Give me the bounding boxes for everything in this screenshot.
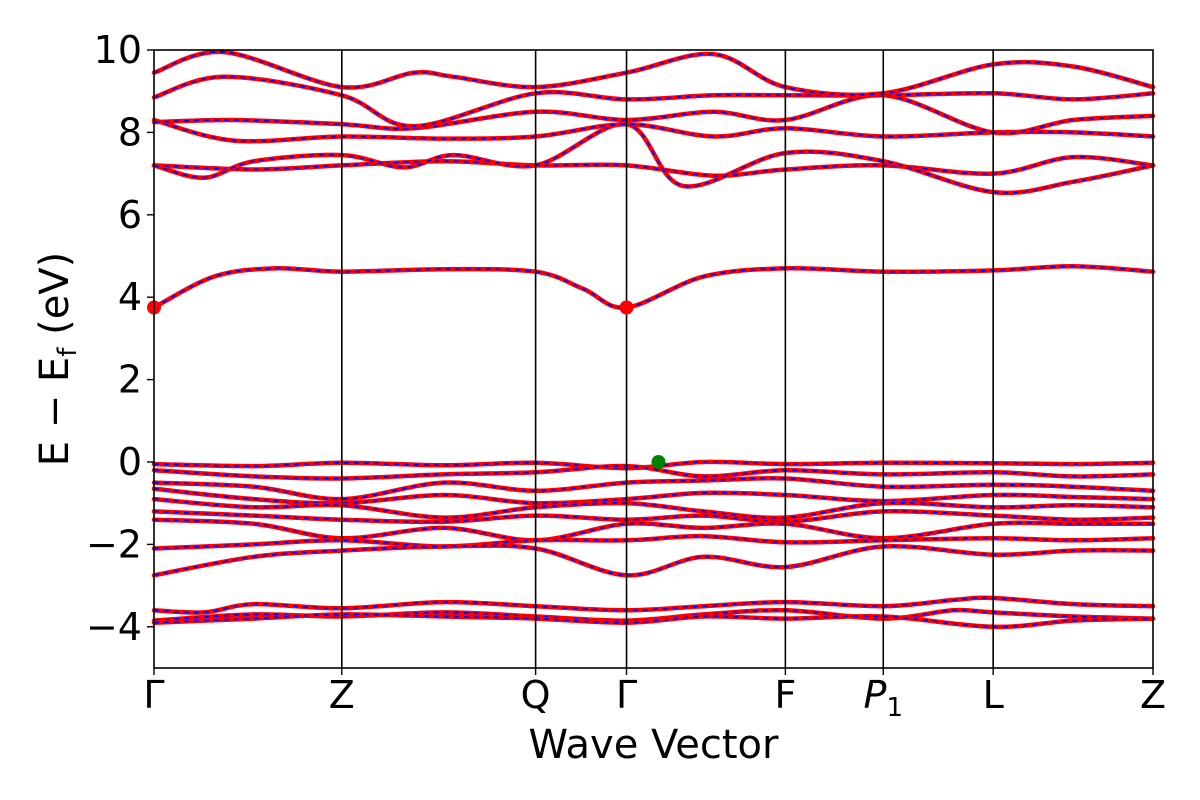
x-tick-label-2: Q — [521, 673, 551, 717]
x-tick-label-7: Z — [1140, 673, 1166, 717]
y-tick-label-2: 0 — [118, 440, 142, 484]
y-tick-label-5: 6 — [118, 193, 142, 237]
plot-frame — [153, 49, 1154, 669]
y-tick-label-1: −2 — [86, 522, 142, 566]
band-line-overlay-0 — [153, 265, 1154, 309]
x-tick-label-1: Z — [329, 673, 355, 717]
y-axis-title-subscript: f — [53, 347, 83, 357]
y-axis-ticks: −4 −2 0 2 4 6 8 10 — [86, 28, 154, 649]
extremum-marker-1 — [619, 300, 634, 315]
band-line-overlay-3 — [153, 119, 1154, 143]
band-line-overlay-16 — [153, 596, 1154, 614]
extremum-marker-2 — [651, 455, 666, 469]
band-line-overlay-5 — [153, 75, 1154, 128]
y-tick-label-6: 8 — [118, 110, 142, 154]
band-line-overlay-13 — [153, 518, 1153, 542]
x-tick-label-6: L — [983, 673, 1004, 717]
y-tick-label-7: 10 — [94, 28, 142, 72]
y-tick-label-0: −4 — [86, 605, 142, 649]
y-axis-title: E − Ef (eV) — [32, 252, 83, 467]
band-line-0 — [151, 264, 1156, 310]
extrema-markers — [147, 300, 666, 469]
x-axis-title: Wave Vector — [529, 722, 780, 768]
y-axis-title-main: E − E — [32, 357, 78, 467]
x-tick-label-0: Γ — [143, 673, 164, 717]
band-lines — [151, 49, 1156, 630]
x-tick-label-5: P1 — [864, 673, 903, 723]
y-axis-title-unit: (eV) — [32, 252, 78, 348]
band-line-15 — [151, 543, 1156, 578]
x-tick-label-4: F — [774, 673, 796, 717]
high-symmetry-lines — [341, 50, 994, 668]
y-tick-label-3: 2 — [118, 358, 142, 402]
x-axis-ticks: Γ Z Q Γ F P1 L Z — [143, 668, 1166, 723]
x-tick-label-3: Γ — [616, 673, 637, 717]
band-line-overlay-6 — [153, 51, 1154, 96]
y-tick-label-4: 4 — [118, 275, 142, 319]
band-line-overlay-2 — [153, 123, 1154, 194]
